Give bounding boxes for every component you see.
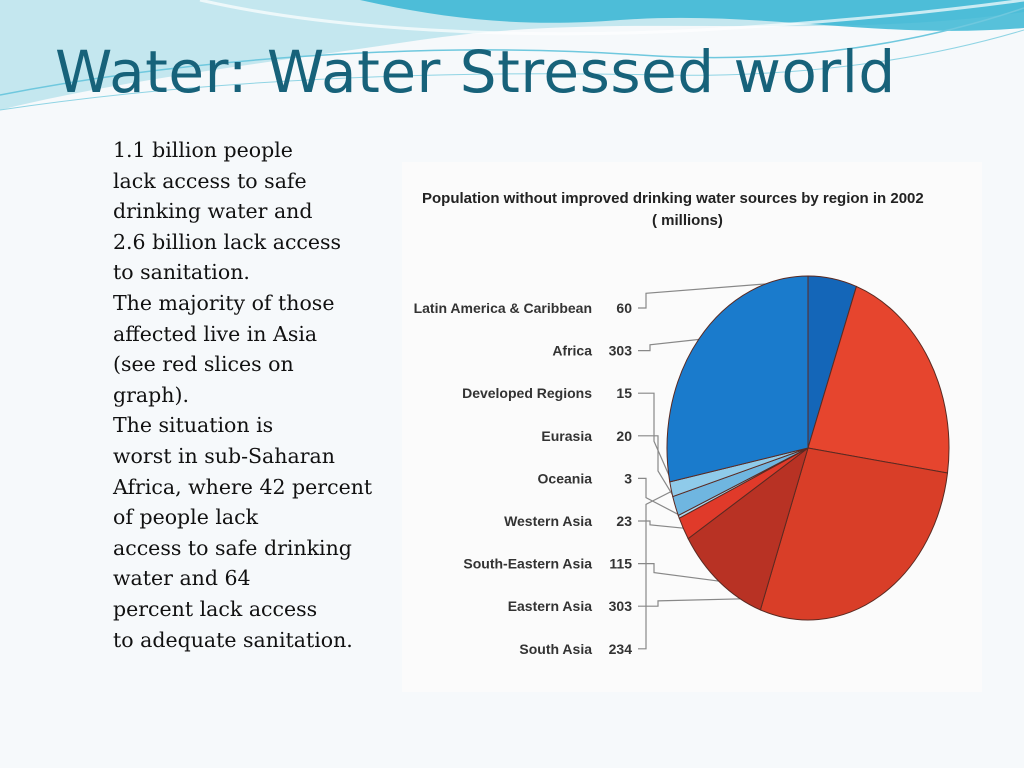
body-line: graph). [113, 382, 189, 407]
header-wave-decoration [0, 0, 1024, 111]
body-line: Africa, where 42 percent [113, 474, 373, 499]
body-line: 1.1 billion people [113, 138, 293, 162]
leader-line-latin-america-caribbean [638, 278, 833, 309]
body-line: affected live in Asia [113, 321, 318, 346]
body-line: (see red slices on [113, 352, 294, 377]
body-line: The majority of those [113, 290, 335, 315]
legend-label-developed-regions: Developed Regions [462, 385, 592, 401]
legend-label-oceania: Oceania [538, 470, 593, 486]
chart-title-line-2: ( millions) [652, 212, 723, 229]
pie-chart-panel: Population without improved drinking wat… [402, 162, 982, 692]
body-line: to sanitation. [113, 260, 250, 285]
chart-title-line-1: Population without improved drinking wat… [422, 190, 924, 207]
body-line: water and 64 [113, 566, 251, 591]
legend-value-africa: 303 [609, 343, 633, 359]
legend-label-latin-america-caribbean: Latin America & Caribbean [414, 300, 592, 316]
legend-value-western-asia: 23 [616, 513, 632, 529]
leader-line-africa [638, 338, 703, 352]
pie-chart: Population without improved drinking wat… [414, 190, 950, 657]
body-line: 2.6 billion lack access [113, 229, 342, 254]
body-line: drinking water and [113, 199, 313, 224]
body-line: percent lack access [113, 596, 318, 621]
legend-value-developed-regions: 15 [616, 385, 632, 401]
legend-label-south-eastern-asia: South-Eastern Asia [463, 556, 592, 572]
pie-slice-africa [666, 275, 809, 483]
body-line: worst in sub-Saharan [113, 443, 335, 468]
body-line: of people lack [113, 505, 259, 530]
slide-title: Water: Water Stressed world [55, 38, 896, 106]
pie-slice-south-asia [807, 285, 950, 474]
pie-slice-eastern-asia [759, 447, 949, 621]
body-line: lack access to safe [113, 168, 307, 193]
leader-line-developed-regions [638, 392, 676, 490]
legend-value-south-asia: 234 [609, 641, 633, 657]
legend-value-eurasia: 20 [616, 428, 632, 444]
legend-label-africa: Africa [552, 343, 592, 359]
legend-label-south-asia: South Asia [519, 641, 592, 657]
body-line: to adequate sanitation. [113, 627, 353, 652]
leader-line-eurasia [638, 435, 680, 507]
legend-label-eastern-asia: Eastern Asia [508, 598, 593, 614]
legend-label-eurasia: Eurasia [541, 428, 592, 444]
leader-line-oceania [638, 477, 684, 518]
pie-slice-south-eastern-asia [687, 446, 809, 611]
leader-line-western-asia [638, 520, 688, 530]
legend-value-latin-america-caribbean: 60 [616, 300, 632, 316]
legend-value-south-eastern-asia: 115 [609, 556, 632, 572]
legend-value-oceania: 3 [624, 470, 632, 486]
legend-label-western-asia: Western Asia [504, 513, 592, 529]
body-line: access to safe drinking [113, 535, 352, 560]
body-text: 1.1 billion people lack access to safe d… [113, 135, 398, 655]
legend-value-eastern-asia: 303 [609, 598, 633, 614]
body-line: The situation is [113, 413, 274, 438]
